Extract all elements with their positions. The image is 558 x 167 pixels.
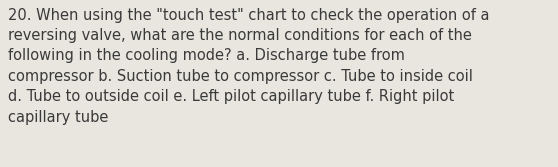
Text: 20. When using the "touch test" chart to check the operation of a
reversing valv: 20. When using the "touch test" chart to…: [8, 8, 489, 125]
